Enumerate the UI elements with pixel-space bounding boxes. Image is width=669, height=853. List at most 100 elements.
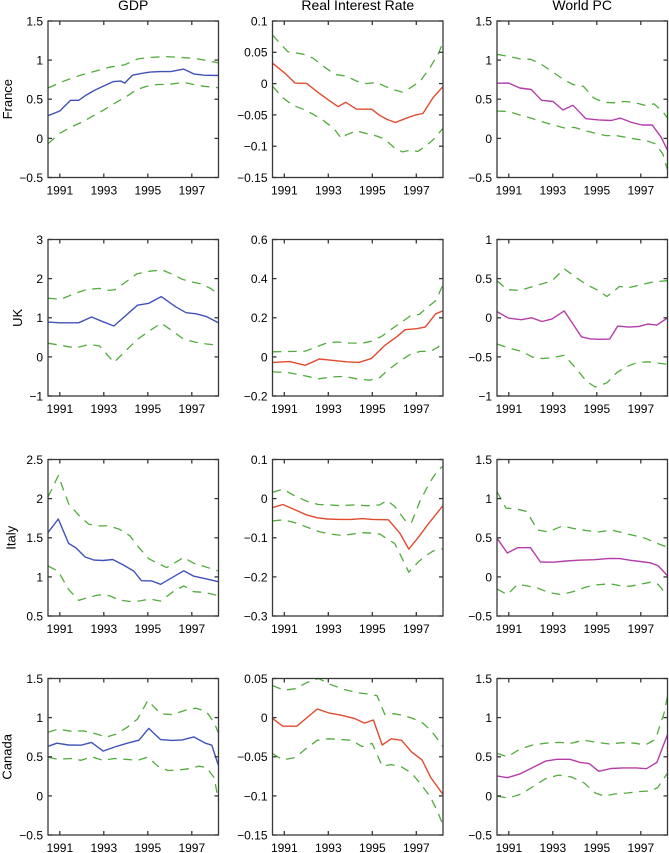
svg-text:0.05: 0.05 (244, 672, 268, 686)
svg-text:−1: −1 (29, 389, 43, 403)
svg-text:1997: 1997 (403, 841, 430, 853)
svg-text:1993: 1993 (315, 184, 342, 198)
svg-text:1995: 1995 (134, 402, 161, 416)
svg-text:0: 0 (485, 311, 492, 325)
svg-text:1: 1 (36, 711, 43, 725)
svg-text:1991: 1991 (271, 622, 298, 636)
svg-text:0.05: 0.05 (244, 46, 268, 60)
svg-text:1: 1 (485, 233, 492, 247)
svg-text:1: 1 (36, 311, 43, 325)
svg-text:1997: 1997 (403, 622, 430, 636)
svg-text:1.5: 1.5 (475, 672, 492, 686)
svg-text:1: 1 (485, 492, 492, 506)
svg-text:−0.5: −0.5 (468, 171, 492, 185)
svg-text:−0.5: −0.5 (468, 350, 492, 364)
svg-text:0: 0 (485, 789, 492, 803)
svg-text:1: 1 (36, 54, 43, 68)
svg-text:−1: −1 (478, 389, 492, 403)
svg-text:1993: 1993 (539, 622, 566, 636)
svg-text:1995: 1995 (359, 402, 386, 416)
svg-text:0: 0 (261, 350, 268, 364)
svg-text:−0.05: −0.05 (237, 108, 268, 122)
svg-text:UK: UK (10, 308, 25, 326)
svg-text:0.5: 0.5 (475, 531, 492, 545)
svg-text:1997: 1997 (178, 402, 205, 416)
svg-text:1991: 1991 (271, 841, 298, 853)
svg-text:1993: 1993 (315, 841, 342, 853)
svg-text:1993: 1993 (539, 184, 566, 198)
svg-text:−0.1: −0.1 (244, 140, 268, 154)
svg-text:1995: 1995 (583, 402, 610, 416)
svg-text:1991: 1991 (495, 184, 522, 198)
svg-text:1991: 1991 (495, 402, 522, 416)
svg-text:−0.5: −0.5 (468, 828, 492, 842)
svg-text:−0.15: −0.15 (237, 171, 268, 185)
svg-text:1991: 1991 (495, 841, 522, 853)
svg-text:0.5: 0.5 (26, 609, 43, 623)
svg-text:−0.05: −0.05 (237, 750, 268, 764)
svg-text:1995: 1995 (359, 622, 386, 636)
svg-text:0.5: 0.5 (475, 750, 492, 764)
svg-text:0.5: 0.5 (26, 750, 43, 764)
svg-text:0: 0 (36, 350, 43, 364)
svg-text:0: 0 (36, 132, 43, 146)
svg-text:1993: 1993 (90, 184, 117, 198)
svg-text:Real Interest Rate: Real Interest Rate (301, 0, 414, 13)
svg-text:0.6: 0.6 (251, 233, 268, 247)
svg-text:0: 0 (261, 77, 268, 91)
svg-text:0.5: 0.5 (475, 272, 492, 286)
svg-text:−0.1: −0.1 (244, 789, 268, 803)
svg-text:1997: 1997 (403, 402, 430, 416)
svg-text:1991: 1991 (46, 184, 73, 198)
svg-text:1997: 1997 (178, 622, 205, 636)
svg-text:1.5: 1.5 (26, 672, 43, 686)
svg-text:1997: 1997 (627, 841, 654, 853)
svg-text:3: 3 (36, 233, 43, 247)
svg-text:1991: 1991 (46, 622, 73, 636)
svg-text:GDP: GDP (118, 0, 148, 13)
svg-text:1993: 1993 (315, 622, 342, 636)
svg-text:1997: 1997 (178, 184, 205, 198)
svg-text:0.1: 0.1 (251, 14, 268, 28)
svg-text:1995: 1995 (583, 841, 610, 853)
svg-text:1: 1 (36, 570, 43, 584)
svg-text:1995: 1995 (583, 622, 610, 636)
svg-text:0: 0 (261, 492, 268, 506)
svg-text:−0.3: −0.3 (244, 609, 268, 623)
svg-text:2: 2 (36, 492, 43, 506)
svg-text:0.5: 0.5 (475, 93, 492, 107)
svg-text:1: 1 (485, 711, 492, 725)
svg-text:Italy: Italy (4, 525, 19, 549)
svg-text:1995: 1995 (134, 841, 161, 853)
svg-text:1997: 1997 (627, 184, 654, 198)
svg-text:0: 0 (36, 789, 43, 803)
svg-text:1993: 1993 (90, 841, 117, 853)
svg-text:1997: 1997 (627, 622, 654, 636)
svg-text:France: France (0, 79, 15, 119)
svg-text:1995: 1995 (134, 622, 161, 636)
svg-text:1997: 1997 (627, 402, 654, 416)
svg-text:1993: 1993 (315, 402, 342, 416)
svg-text:1991: 1991 (46, 402, 73, 416)
svg-text:1.5: 1.5 (26, 14, 43, 28)
svg-text:1.5: 1.5 (475, 14, 492, 28)
svg-text:−0.5: −0.5 (19, 828, 43, 842)
svg-text:2.5: 2.5 (26, 453, 43, 467)
svg-text:−0.15: −0.15 (237, 828, 268, 842)
svg-text:1993: 1993 (539, 841, 566, 853)
svg-text:1991: 1991 (495, 622, 522, 636)
svg-text:1993: 1993 (90, 622, 117, 636)
svg-text:1995: 1995 (583, 184, 610, 198)
svg-text:−0.5: −0.5 (19, 171, 43, 185)
svg-text:1991: 1991 (271, 402, 298, 416)
svg-text:−0.2: −0.2 (244, 389, 268, 403)
svg-text:1997: 1997 (403, 184, 430, 198)
svg-text:−0.2: −0.2 (244, 570, 268, 584)
svg-text:0.5: 0.5 (26, 93, 43, 107)
svg-text:1.5: 1.5 (26, 531, 43, 545)
svg-text:1993: 1993 (539, 402, 566, 416)
svg-text:1995: 1995 (359, 841, 386, 853)
svg-text:0: 0 (485, 570, 492, 584)
svg-text:1: 1 (485, 54, 492, 68)
svg-text:0.1: 0.1 (251, 453, 268, 467)
